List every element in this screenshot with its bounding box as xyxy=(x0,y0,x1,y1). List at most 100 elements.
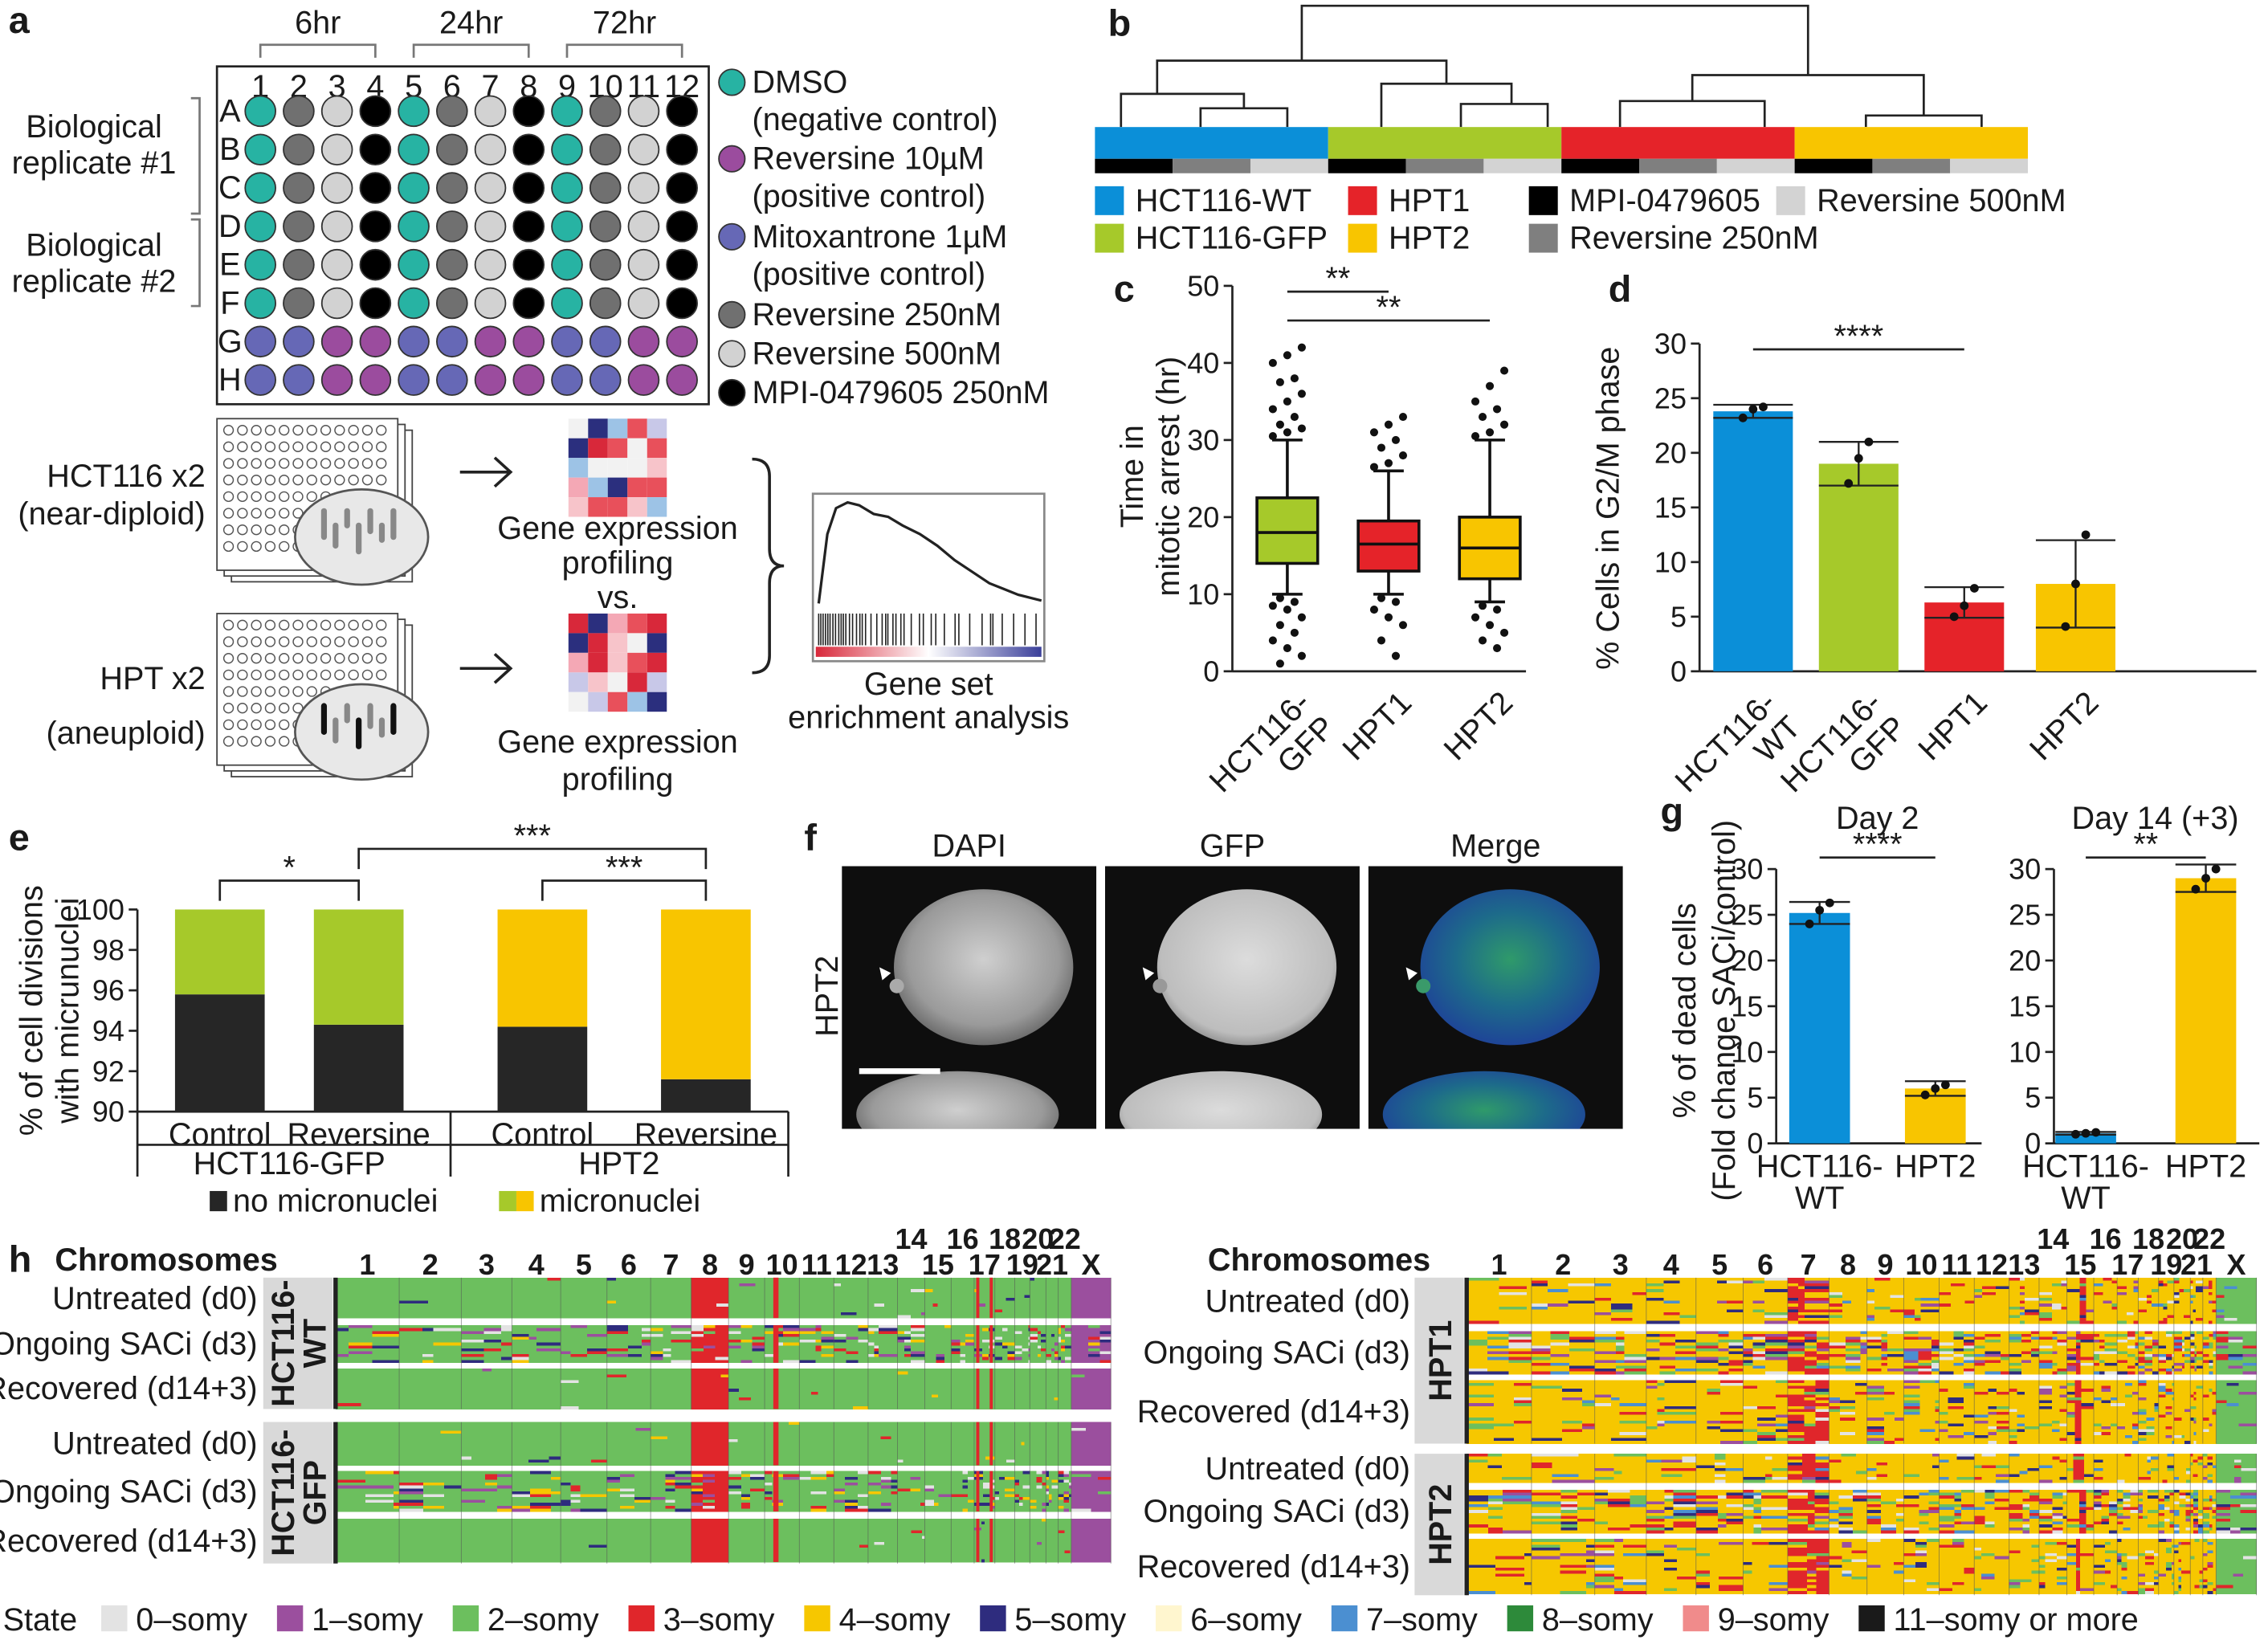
heatmap-cell xyxy=(820,1287,834,1290)
well xyxy=(475,96,506,127)
heatmap-cell xyxy=(791,1292,799,1295)
heatmap-cell xyxy=(420,1380,433,1383)
heatmap-cell xyxy=(1002,1307,1006,1310)
heatmap-cell xyxy=(561,1394,579,1397)
heatmap-cell xyxy=(995,1295,1003,1298)
heatmap-cell xyxy=(1002,1354,1008,1357)
heatmap-cell xyxy=(1099,1462,1112,1466)
heatmap-cell xyxy=(834,1442,848,1446)
heatmap-cell xyxy=(1036,1437,1040,1440)
well xyxy=(667,134,697,165)
data-point xyxy=(1844,479,1853,488)
heatmap-cell xyxy=(651,1287,663,1290)
heatmap-cell xyxy=(791,1312,799,1316)
heatmap-cell xyxy=(607,1289,617,1292)
heatmap-cell xyxy=(1021,1462,1025,1466)
heatmap-cell xyxy=(636,1434,651,1437)
heatmap-cell xyxy=(856,1307,868,1310)
heatmap-cell xyxy=(1025,1445,1030,1448)
heatmap-cell xyxy=(587,1397,608,1401)
heatmap-cell xyxy=(1015,1474,1020,1477)
heatmap-cell xyxy=(995,1303,1003,1307)
heatmap-cell xyxy=(530,1483,552,1486)
heatmap-cell xyxy=(1040,1307,1046,1310)
heatmap-cell xyxy=(787,1374,800,1377)
heatmap-cell xyxy=(585,1295,607,1298)
heatmap-cell xyxy=(1052,1292,1058,1295)
heatmap-cell xyxy=(1071,1374,1085,1377)
heatmap-cell xyxy=(461,1459,471,1462)
heatmap-cell xyxy=(1039,1430,1046,1434)
heatmap-cell xyxy=(607,1448,619,1451)
heatmap-cell xyxy=(721,1457,729,1460)
heatmap-cell xyxy=(898,1439,904,1442)
heatmap-cell xyxy=(549,1459,561,1462)
heatmap-cell xyxy=(399,1325,422,1328)
heatmap-cell xyxy=(799,1331,816,1334)
y-tick-label: 25 xyxy=(1654,381,1687,414)
heatmap-cell xyxy=(587,1331,607,1334)
heatmap-cell xyxy=(979,1422,985,1426)
heatmap-cell xyxy=(659,1394,678,1397)
heatmap-cell xyxy=(847,1377,853,1381)
heatmap-cell xyxy=(547,1301,561,1304)
y-axis-label: % of cell divisions xyxy=(14,885,50,1136)
plate-well-icon xyxy=(321,620,331,630)
heatmap-cell xyxy=(573,1445,591,1448)
heatmap-cell xyxy=(708,1442,722,1446)
heatmap-cell xyxy=(1049,1477,1052,1480)
heatmap-cell xyxy=(547,1298,561,1301)
heatmap-cell xyxy=(1059,1439,1064,1442)
heatmap-cell xyxy=(1023,1392,1030,1395)
heatmap-cell xyxy=(1061,1328,1066,1332)
heatmap-cell xyxy=(585,1287,607,1290)
heatmap-cell xyxy=(787,1372,800,1375)
heatmap-cell xyxy=(618,1454,636,1457)
plate-well-icon xyxy=(279,736,289,746)
heatmap-cell xyxy=(834,1406,848,1409)
heatmap-cell xyxy=(1059,1348,1062,1352)
heatmap-cell xyxy=(740,1289,756,1292)
heatmap-cell xyxy=(1024,1316,1030,1319)
plate-well-icon xyxy=(251,426,261,435)
heatmap-cell xyxy=(551,1479,561,1483)
heatmap-cell xyxy=(868,1389,881,1392)
heatmap-cell xyxy=(968,1428,974,1431)
heatmap-cell xyxy=(336,1448,367,1451)
heatmap-cell xyxy=(1030,1459,1036,1462)
legend-swatch xyxy=(719,146,744,172)
heatmap-cell xyxy=(677,1369,691,1372)
significance-label: **** xyxy=(1834,319,1883,354)
heatmap-cell xyxy=(1015,1477,1020,1480)
heatmap-cell xyxy=(607,1380,627,1383)
well xyxy=(513,134,544,165)
heatmap-cell xyxy=(834,1457,848,1460)
heatmap-cell xyxy=(1086,1448,1099,1451)
heatmap-cell xyxy=(420,1394,433,1397)
heatmap-cell xyxy=(1088,1345,1100,1348)
heatmap-cell xyxy=(1046,1295,1052,1298)
heatmap-cell xyxy=(995,1278,1003,1281)
heatmap-cell xyxy=(378,1459,399,1462)
heatmap-cell xyxy=(834,1425,848,1428)
cell-line-note: (aneuploid) xyxy=(47,716,206,751)
heatmap-cell xyxy=(1022,1479,1030,1483)
plate-well-icon xyxy=(224,720,234,729)
heatmap-cell xyxy=(536,1351,561,1354)
heatmap-cell xyxy=(1097,1374,1112,1377)
heatmap-cell xyxy=(336,1439,367,1442)
heatmap-cell xyxy=(364,1316,393,1319)
heatmap-cell xyxy=(748,1459,765,1462)
heatmap-cell xyxy=(834,1437,848,1440)
heatmap-cell xyxy=(1046,1442,1049,1446)
heatmap-cell xyxy=(911,1345,925,1348)
heatmap-cell xyxy=(780,1292,792,1295)
heatmap-cell xyxy=(791,1278,799,1281)
heatmap-cell xyxy=(1071,1298,1084,1301)
heatmap-cell xyxy=(820,1301,834,1304)
heatmap-cell xyxy=(1052,1434,1059,1437)
heatmap-cell xyxy=(1065,1348,1071,1352)
heatmap-cell xyxy=(651,1397,660,1401)
heatmap-cell xyxy=(1036,1459,1040,1462)
heatmap-cell xyxy=(961,1439,969,1442)
